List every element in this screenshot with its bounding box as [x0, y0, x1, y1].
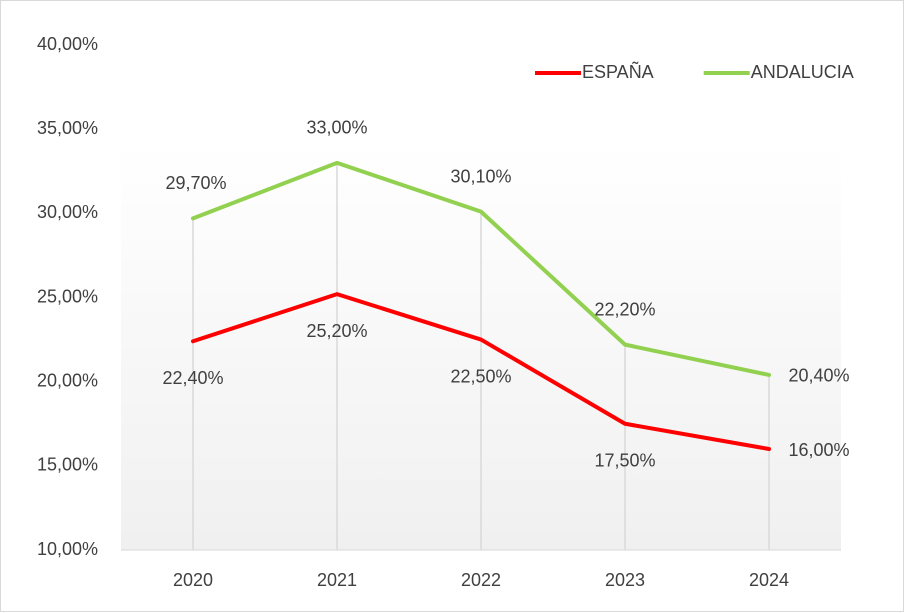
y-tick-label: 25,00%: [37, 286, 98, 306]
data-label: 22,40%: [162, 368, 223, 388]
series-line: [191, 292, 771, 451]
x-tick-label: 2022: [461, 570, 501, 590]
y-tick-label: 40,00%: [37, 34, 98, 54]
data-label: 22,20%: [594, 299, 655, 319]
data-label: 17,50%: [594, 451, 655, 471]
y-tick-label: 35,00%: [37, 118, 98, 138]
data-label: 30,10%: [450, 166, 511, 186]
x-tick-label: 2020: [173, 570, 213, 590]
y-tick-label: 15,00%: [37, 455, 98, 475]
y-tick-label: 30,00%: [37, 202, 98, 222]
y-tick-label: 10,00%: [37, 539, 98, 559]
y-tick-label: 20,00%: [37, 370, 98, 390]
x-tick-label: 2023: [605, 570, 645, 590]
x-tick-label: 2021: [317, 570, 357, 590]
data-label: 33,00%: [306, 118, 367, 138]
legend-label: ANDALUCIA: [751, 62, 854, 82]
data-label: 22,50%: [450, 366, 511, 386]
data-label: 25,20%: [306, 321, 367, 341]
data-label: 16,00%: [788, 440, 849, 460]
series-line: [191, 160, 771, 377]
x-tick-label: 2024: [749, 570, 789, 590]
legend-label: ESPAÑA: [582, 61, 654, 82]
data-label: 20,40%: [788, 366, 849, 386]
data-label: 29,70%: [165, 173, 226, 193]
